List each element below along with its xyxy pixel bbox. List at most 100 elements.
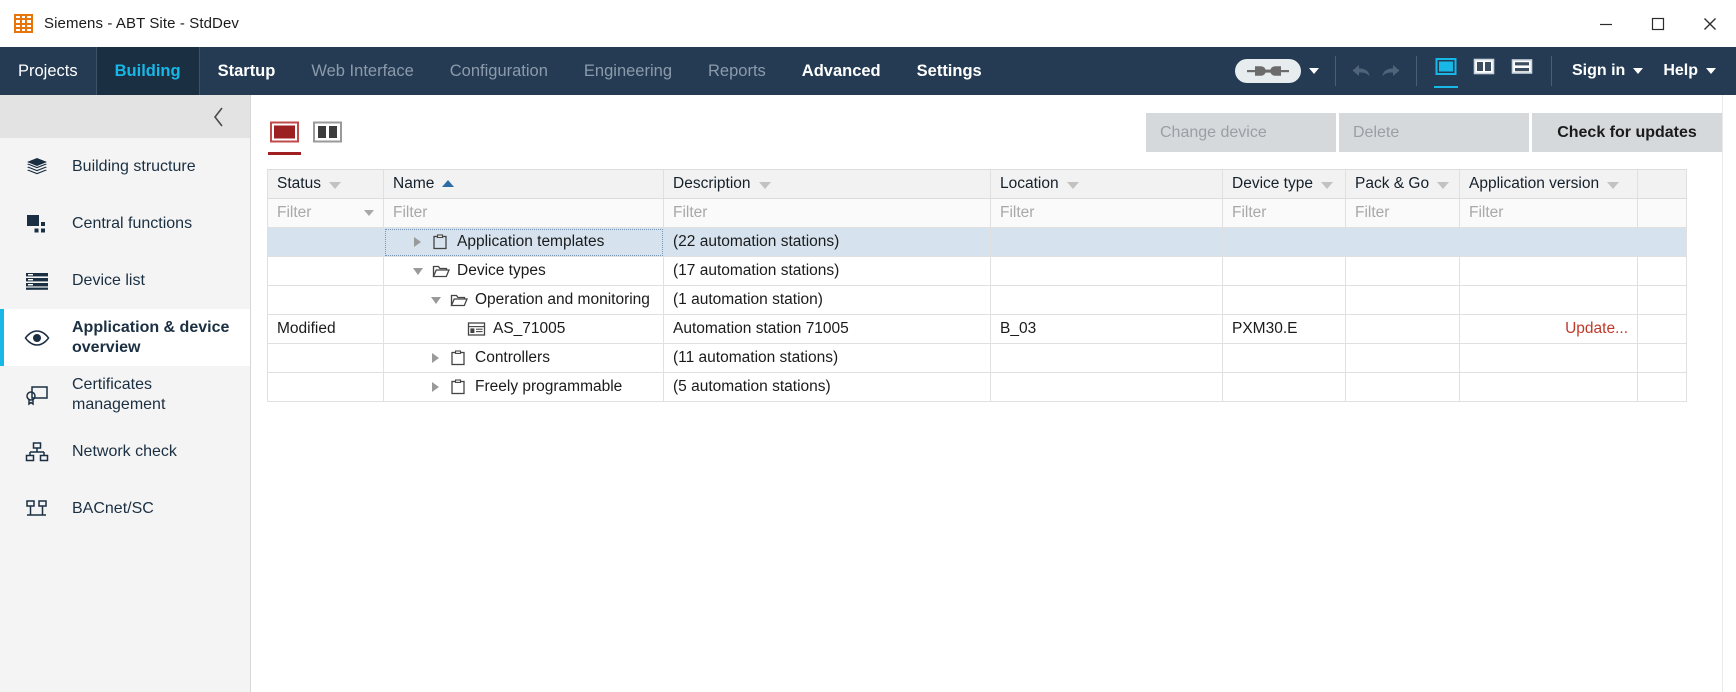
check-for-updates-button[interactable]: Check for updates (1532, 113, 1722, 152)
sidebar-item-bacnet-sc[interactable]: BACnet/SC (0, 480, 250, 537)
sidebar-item-application-device-overview[interactable]: Application & device overview (0, 309, 250, 366)
eye-icon (24, 329, 50, 347)
table-row[interactable]: Application templates (22 automation sta… (267, 227, 1687, 257)
certificate-icon (24, 384, 50, 406)
expander-expanded-icon[interactable] (429, 296, 442, 304)
cell-pack-and-go (1345, 314, 1460, 344)
expander-collapsed-icon[interactable] (411, 237, 424, 247)
network-icon (24, 441, 50, 463)
menu-item-advanced[interactable]: Advanced (801, 61, 881, 80)
column-header-name[interactable]: Name (383, 169, 664, 199)
column-label: Location (1000, 175, 1059, 192)
layout-single-pane-icon[interactable] (1431, 54, 1461, 88)
column-header-application-version[interactable]: Application version (1459, 169, 1638, 199)
menu-item-reports[interactable]: Reports (708, 61, 766, 80)
cell-description: (22 automation stations) (663, 227, 991, 257)
column-label: Description (673, 175, 751, 192)
filter-placeholder: Filter (277, 204, 312, 221)
column-header-pack-and-go[interactable]: Pack & Go (1345, 169, 1460, 199)
undo-arrow-icon[interactable] (1346, 56, 1376, 86)
menu-item-web-interface[interactable]: Web Interface (311, 61, 414, 80)
filter-cell-device-type[interactable]: Filter (1222, 198, 1346, 228)
cell-name[interactable]: Operation and monitoring (383, 285, 664, 315)
layout-two-column-icon[interactable] (1469, 54, 1499, 88)
filter-cell-location[interactable]: Filter (990, 198, 1223, 228)
cell-application-version (1459, 256, 1638, 286)
sort-indicator-icon (758, 181, 771, 189)
menu-item-projects[interactable]: Projects (18, 61, 78, 80)
node-label: AS_71005 (493, 320, 566, 337)
update-link[interactable]: Update... (1565, 320, 1628, 337)
menu-item-engineering[interactable]: Engineering (583, 61, 672, 80)
table-row[interactable]: Freely programmable (5 automation statio… (267, 372, 1687, 402)
sidebar-collapse-button[interactable] (0, 95, 250, 138)
filter-cell-name[interactable]: Filter (383, 198, 664, 228)
sidebar-item-building-structure[interactable]: Building structure (0, 138, 250, 195)
table-row[interactable]: Operation and monitoring (1 automation s… (267, 285, 1687, 315)
column-label: Pack & Go (1355, 175, 1430, 192)
view-single-icon[interactable] (268, 118, 301, 155)
main-menu-bar: Projects Building Startup Web Interface … (0, 47, 1736, 95)
table-row[interactable]: Device types (17 automation stations) (267, 256, 1687, 286)
close-icon[interactable] (1684, 0, 1736, 47)
cell-name[interactable]: Freely programmable (383, 372, 664, 402)
device-table-container: Status Name Description Location Device (251, 169, 1736, 692)
sign-in-label: Sign in (1572, 62, 1626, 79)
delete-button[interactable]: Delete (1339, 113, 1529, 152)
sidebar-item-label: Certificates management (72, 375, 166, 413)
redo-arrow-icon[interactable] (1376, 56, 1406, 86)
column-header-status[interactable]: Status (267, 169, 384, 199)
filter-chevron-down-icon[interactable] (364, 210, 374, 216)
sort-indicator-icon (1066, 181, 1079, 189)
filter-cell-pack-and-go[interactable]: Filter (1345, 198, 1460, 228)
column-header-device-type[interactable]: Device type (1222, 169, 1346, 199)
cell-name[interactable]: AS_71005 (383, 314, 664, 344)
table-row[interactable]: Modified (267, 314, 1687, 344)
menu-divider-1 (1335, 56, 1336, 86)
menu-item-startup[interactable]: Startup (217, 61, 276, 80)
menu-item-settings[interactable]: Settings (916, 61, 982, 80)
menu-divider-3 (1551, 56, 1552, 86)
help-menu[interactable]: Help (1653, 62, 1726, 80)
minimize-icon[interactable] (1580, 0, 1632, 47)
filter-cell-status[interactable]: Filter (267, 198, 384, 228)
vertical-scrollbar[interactable] (1722, 95, 1736, 692)
cell-application-version (1459, 285, 1638, 315)
menu-item-configuration[interactable]: Configuration (449, 61, 548, 80)
folder-closed-icon (449, 350, 468, 366)
column-header-description[interactable]: Description (663, 169, 991, 199)
device-overview-table: Status Name Description Location Device (267, 169, 1687, 402)
cell-location (990, 227, 1223, 257)
maximize-icon[interactable] (1632, 0, 1684, 47)
layers-icon (24, 156, 50, 178)
main-content: Change device Delete Check for updates S… (251, 95, 1736, 692)
expander-expanded-icon[interactable] (411, 267, 424, 275)
sidebar-item-device-list[interactable]: Device list (0, 252, 250, 309)
cell-name[interactable]: Controllers (383, 343, 664, 373)
sidebar-item-certificates-management[interactable]: Certificates management (0, 366, 250, 423)
change-device-button[interactable]: Change device (1146, 113, 1336, 152)
cell-description: Automation station 71005 (663, 314, 991, 344)
connection-dropdown-chevron-down-icon[interactable] (1309, 68, 1319, 74)
filter-cell-description[interactable]: Filter (663, 198, 991, 228)
expander-collapsed-icon[interactable] (429, 353, 442, 363)
node-label: Device types (457, 262, 546, 279)
cell-blank (1637, 314, 1687, 344)
table-row[interactable]: Controllers (11 automation stations) (267, 343, 1687, 373)
expander-collapsed-icon[interactable] (429, 382, 442, 392)
view-split-icon[interactable] (313, 118, 342, 147)
plug-connector-icon[interactable] (1235, 59, 1301, 83)
layout-two-row-icon[interactable] (1507, 54, 1537, 88)
cell-name[interactable]: Application templates (383, 227, 664, 257)
sign-in-menu[interactable]: Sign in (1562, 62, 1653, 80)
sidebar-item-central-functions[interactable]: Central functions (0, 195, 250, 252)
filter-cell-application-version[interactable]: Filter (1459, 198, 1638, 228)
sidebar-item-label: Network check (72, 442, 177, 460)
menu-item-building[interactable]: Building (95, 47, 200, 95)
node-label: Application templates (457, 233, 605, 250)
sidebar-item-label: Building structure (72, 157, 196, 175)
cell-name[interactable]: Device types (383, 256, 664, 286)
cell-application-version[interactable]: Update... (1459, 314, 1638, 344)
sidebar-item-network-check[interactable]: Network check (0, 423, 250, 480)
column-header-location[interactable]: Location (990, 169, 1223, 199)
